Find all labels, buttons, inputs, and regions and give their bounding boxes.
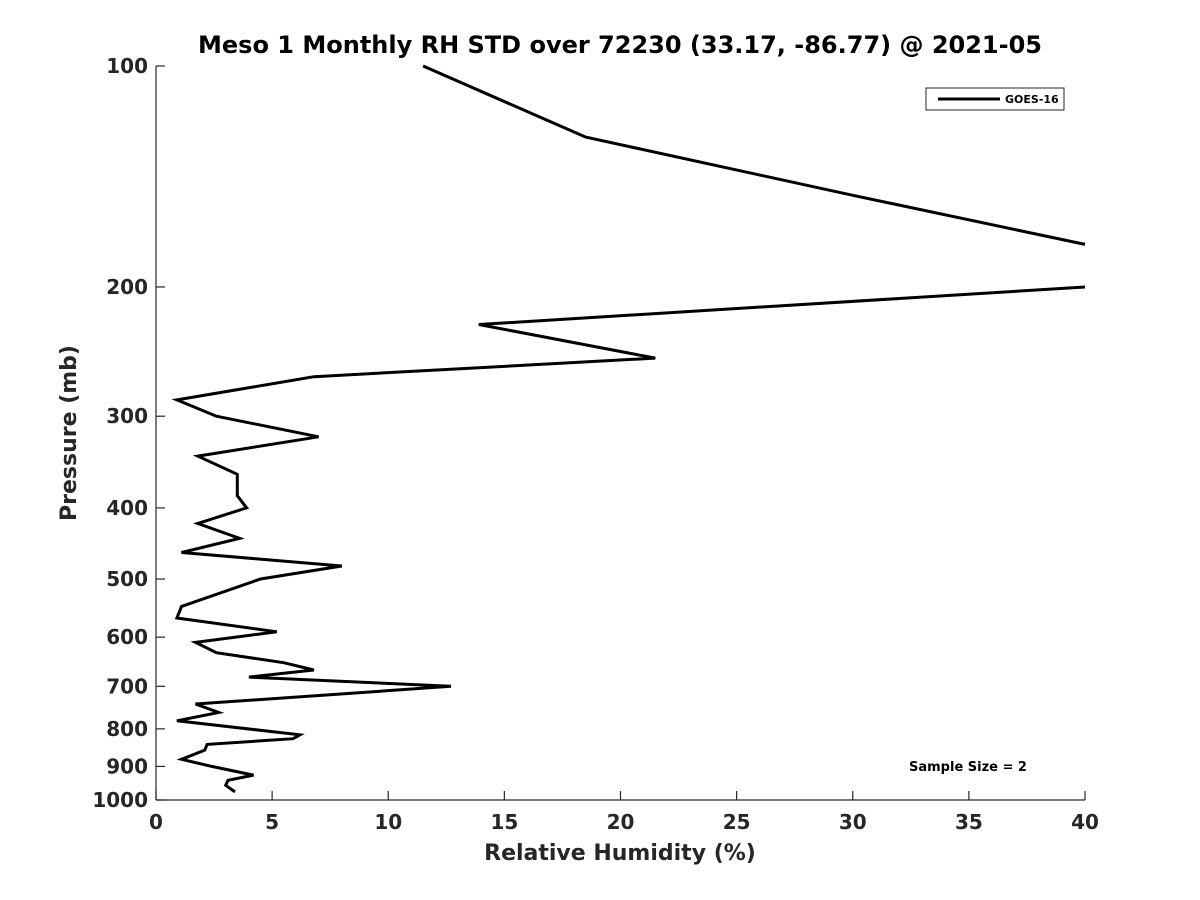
x-tick-label: 0 (149, 810, 163, 834)
x-tick-label: 15 (490, 810, 518, 834)
x-tick-label: 35 (955, 810, 983, 834)
y-tick-label: 400 (106, 496, 148, 520)
y-tick-label: 200 (106, 275, 148, 299)
series-line-goes-16 (422, 64, 1086, 246)
x-tick-label: 5 (265, 810, 279, 834)
y-tick-label: 300 (106, 404, 148, 428)
series-line-goes-16 (171, 285, 1086, 794)
chart-title: Meso 1 Monthly RH STD over 72230 (33.17,… (198, 31, 1042, 59)
x-tick-label: 40 (1071, 810, 1099, 834)
legend-entry-goes-16: GOES-16 (1005, 93, 1059, 106)
y-tick-label: 500 (106, 567, 148, 591)
y-tick-label: 600 (106, 625, 148, 649)
legend: GOES-16 (925, 87, 1065, 111)
y-tick-label: 700 (106, 674, 148, 698)
x-axis-ticks: 0 5 10 15 20 25 30 35 40 (149, 791, 1099, 834)
y-tick-label: 100 (106, 54, 148, 78)
y-tick-label: 1000 (92, 788, 148, 812)
y-axis-ticks: 100 200 300 400 500 600 700 800 900 1000 (92, 54, 165, 812)
x-tick-label: 25 (723, 810, 751, 834)
y-axis-label: Pressure (mb) (57, 345, 82, 521)
x-tick-label: 10 (374, 810, 402, 834)
x-tick-label: 20 (607, 810, 635, 834)
sample-size-annotation: Sample Size = 2 (909, 760, 1027, 775)
x-tick-label: 30 (839, 810, 867, 834)
y-tick-label: 900 (106, 754, 148, 778)
y-tick-label: 800 (106, 717, 148, 741)
series-layer (171, 64, 1086, 794)
x-axis-label: Relative Humidity (%) (484, 841, 756, 866)
